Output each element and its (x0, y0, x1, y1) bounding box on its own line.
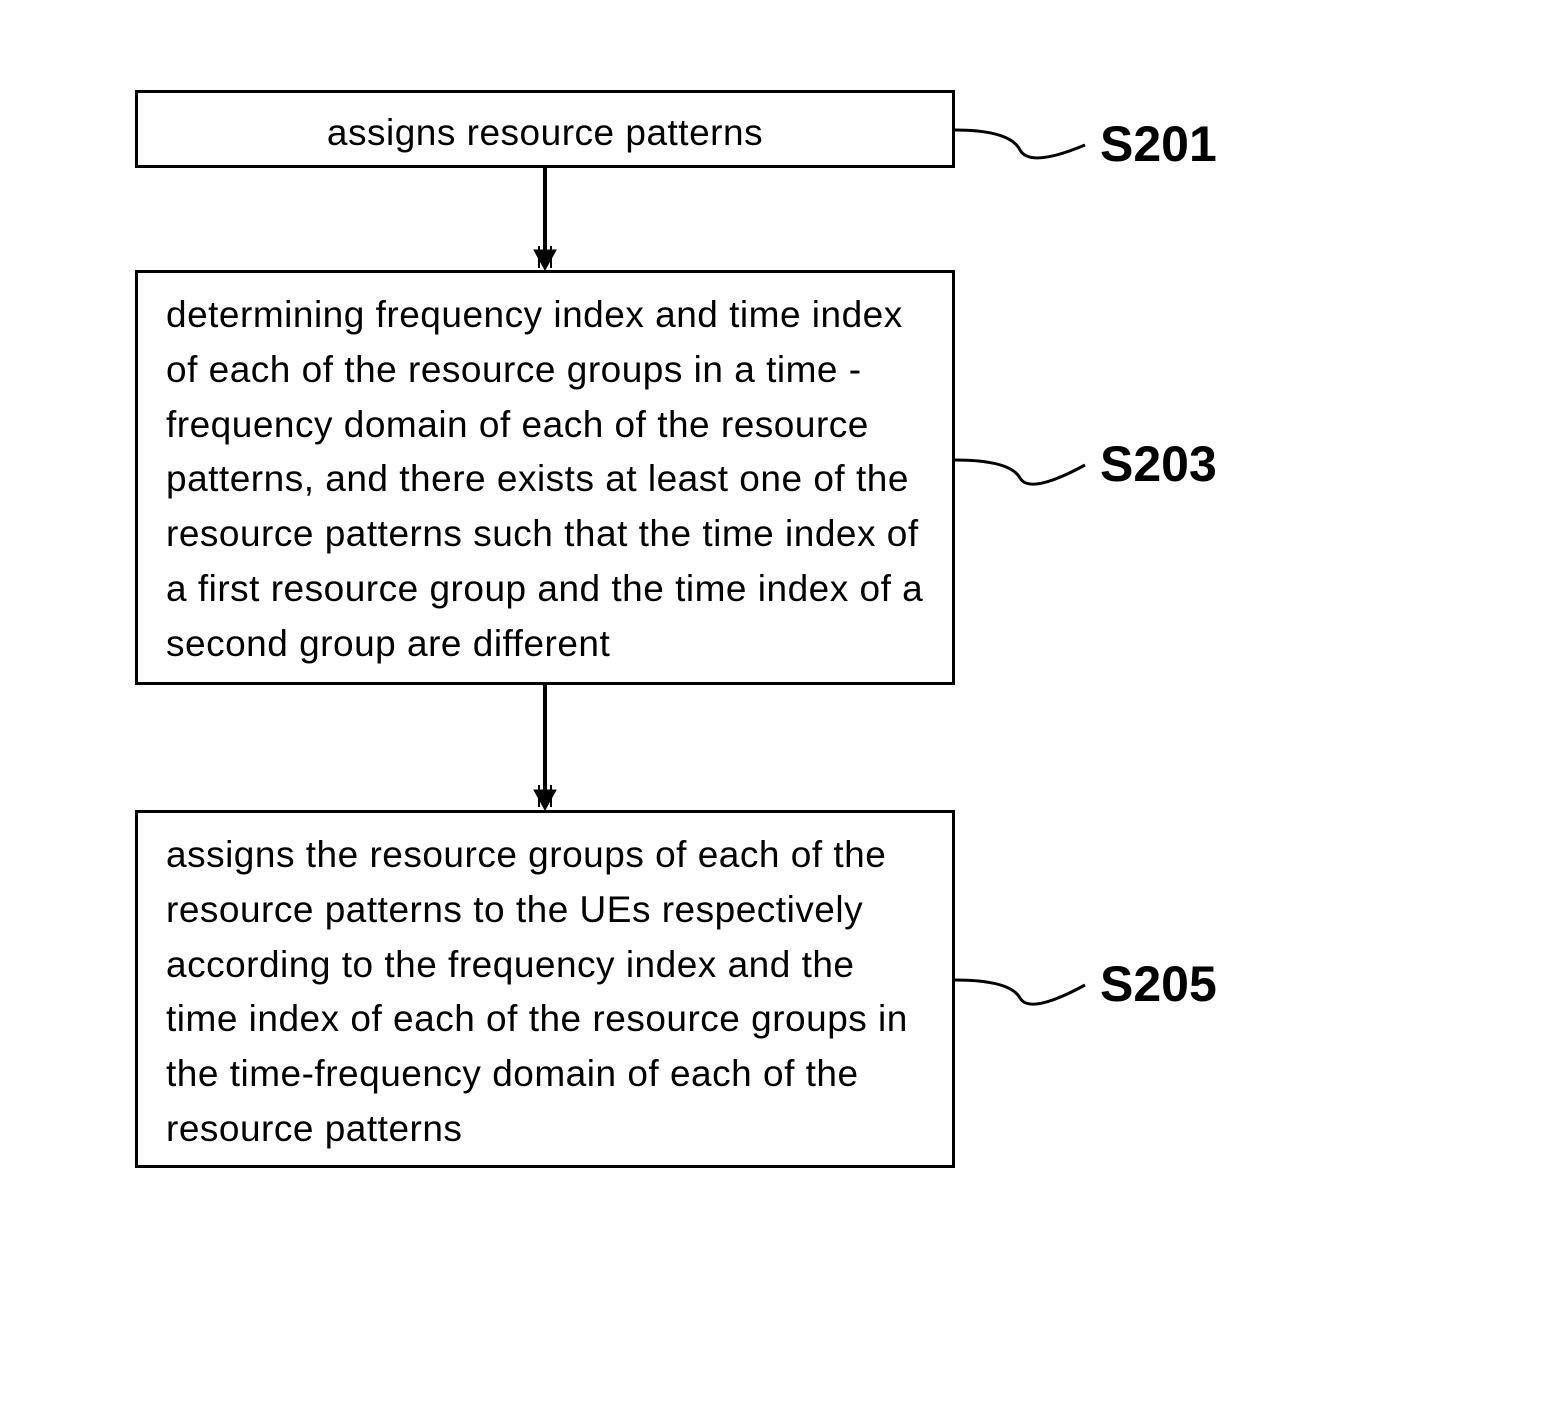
box-text-s203: determining frequency index and time ind… (166, 294, 923, 664)
label-s205: S205 (1100, 955, 1217, 1013)
flowchart-container: assigns resource patterns determining fr… (0, 0, 1550, 1415)
connector-1 (955, 130, 1085, 158)
label-s201: S201 (1100, 115, 1217, 173)
label-s203: S203 (1100, 435, 1217, 493)
connector-2 (955, 460, 1085, 484)
box-text-s205: assigns the resource groups of each of t… (166, 834, 908, 1149)
connector-svg (0, 0, 1550, 1415)
flowchart-box-s205: assigns the resource groups of each of t… (135, 810, 955, 1168)
flowchart-box-s203: determining frequency index and time ind… (135, 270, 955, 685)
box-text-s201: assigns resource patterns (327, 112, 763, 153)
flowchart-box-s201: assigns resource patterns (135, 90, 955, 168)
arrow-2 (530, 685, 560, 813)
connector-3 (955, 980, 1085, 1004)
arrow-1 (530, 168, 560, 273)
